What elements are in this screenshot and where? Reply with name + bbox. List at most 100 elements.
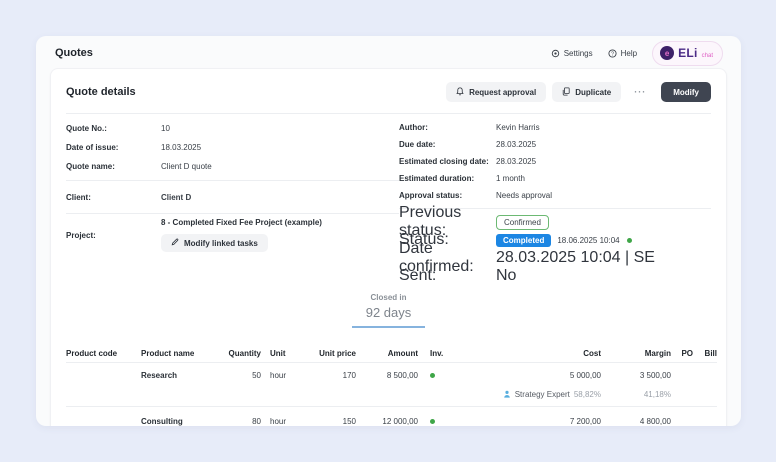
cell-amount: 12 000,00: [382, 416, 418, 426]
field-value: 1 month: [496, 174, 525, 183]
copy-icon: [562, 86, 570, 98]
person-icon: [503, 390, 511, 400]
more-actions-button[interactable]: ···: [629, 82, 651, 102]
field-estimated-duration: Estimated duration: 1 month: [399, 170, 711, 187]
modify-button[interactable]: Modify: [661, 82, 711, 102]
cell-quantity: 50: [252, 370, 261, 380]
card-title: Quote details: [66, 86, 136, 98]
field-value: 28.03.2025 10:04 | SE: [496, 249, 655, 266]
table-row[interactable]: Consulting 80 hour 150 12 000,00 7 200,0…: [66, 409, 717, 426]
modify-linked-tasks-button[interactable]: Modify linked tasks: [161, 234, 268, 252]
field-value: No: [496, 267, 517, 284]
margin-percent: 41,18%: [643, 390, 671, 399]
cell-unit: hour: [270, 416, 287, 426]
header-divider: [66, 113, 711, 114]
field-approval-status: Approval status: Needs approval: [399, 187, 711, 204]
status-green-dot: [626, 237, 632, 243]
page-title: Quotes: [55, 47, 93, 59]
field-label: Date of issue:: [66, 143, 119, 152]
status-date: 18.06.2025 10:04: [557, 235, 620, 245]
project-content: 8 - Completed Fixed Fee Project (example…: [161, 218, 322, 252]
duplicate-button[interactable]: Duplicate: [552, 82, 622, 102]
card-header: Quote details Request approval Duplicate…: [51, 69, 726, 113]
cost-percent: 58,82%: [573, 390, 601, 399]
client-value: Client D: [161, 192, 192, 202]
cell-cost: 5 000,00: [569, 370, 601, 380]
field-sent: Sent: No: [399, 267, 711, 285]
cell-inv: [418, 417, 456, 426]
col-inv: Inv.: [430, 349, 444, 358]
field-quote-name: Quote name: Client D quote: [66, 157, 399, 176]
gear-icon: [551, 49, 560, 58]
field-label: Quote name:: [66, 162, 115, 171]
quote-details-card: Quote details Request approval Duplicate…: [50, 68, 727, 426]
field-label: Author:: [399, 123, 428, 132]
status-badge: Completed: [496, 233, 552, 247]
app-window: Quotes Settings ? Help e ELi chat: [36, 36, 741, 426]
field-label: Client:: [66, 192, 91, 202]
cell-unit: hour: [270, 370, 287, 380]
field-value: Needs approval: [496, 191, 553, 200]
modify-linked-tasks-label: Modify linked tasks: [184, 238, 258, 248]
closed-in-value: 92 days: [365, 305, 412, 320]
duplicate-label: Duplicate: [575, 87, 612, 97]
assignee-name: Strategy Expert: [514, 390, 570, 399]
card-actions: Request approval Duplicate ··· Modify: [446, 82, 711, 102]
request-approval-button[interactable]: Request approval: [446, 82, 547, 102]
products-table: Product code Product name Quantity Unit …: [66, 349, 717, 426]
cell-cost: 7 200,00: [569, 416, 601, 426]
previous-status-badge: Confirmed: [496, 214, 549, 230]
svg-text:?: ?: [611, 51, 614, 57]
right-column: Author: Kevin Harris Due date: 28.03.202…: [399, 119, 711, 285]
col-product-code: Product code: [66, 349, 118, 358]
cell-product-name: Consulting: [141, 416, 183, 426]
field-label: Quote No.:: [66, 124, 107, 133]
settings-button[interactable]: Settings: [551, 49, 593, 58]
invoiced-dot: [430, 418, 435, 424]
field-value: 28.03.2025: [496, 157, 537, 166]
table-row[interactable]: Research 50 hour 170 8 500,00 5 000,00 3…: [66, 363, 717, 387]
field-project: Project: 8 - Completed Fixed Fee Project…: [66, 218, 399, 252]
left-column: Quote No.: 10 Date of issue: 18.03.2025 …: [66, 119, 399, 285]
pencil-icon: [171, 238, 179, 248]
col-product-name: Product name: [141, 349, 195, 358]
col-amount: Amount: [387, 349, 418, 358]
field-value: 10: [161, 124, 170, 133]
field-previous-status: Previous status: Confirmed: [399, 204, 711, 239]
field-value: Client D quote: [161, 162, 212, 171]
field-label: Date confirmed:: [399, 240, 474, 275]
cell-product-name: Research: [141, 370, 178, 380]
field-label: Status:: [399, 231, 449, 248]
field-label: Approval status:: [399, 191, 463, 200]
request-approval-label: Request approval: [469, 87, 537, 97]
field-client: Client: Client D: [66, 185, 399, 209]
col-margin: Margin: [644, 349, 671, 358]
field-date-of-issue: Date of issue: 18.03.2025: [66, 138, 399, 157]
top-bar: Quotes Settings ? Help e ELi chat: [36, 36, 741, 68]
field-status: Status: Completed 18.06.2025 10:04: [399, 231, 711, 249]
col-quantity: Quantity: [228, 349, 261, 358]
eli-chat-logo[interactable]: e ELi chat: [652, 40, 723, 66]
field-author: Author: Kevin Harris: [399, 119, 711, 136]
cell-unit-price: 150: [342, 416, 356, 426]
cell-margin: 4 800,00: [639, 416, 671, 426]
mascot-icon: e: [660, 46, 675, 60]
invoiced-dot: [430, 372, 435, 378]
detail-columns: Quote No.: 10 Date of issue: 18.03.2025 …: [51, 114, 726, 285]
help-button[interactable]: ? Help: [608, 49, 637, 58]
question-icon: ?: [608, 48, 617, 58]
closed-in-label: Closed in: [370, 293, 407, 302]
tab-closed-in[interactable]: Closed in 92 days: [351, 293, 426, 328]
bell-icon: [456, 86, 464, 98]
table-subrow: Strategy Expert 58,82% 41,18%: [66, 387, 717, 402]
field-label: Sent:: [399, 267, 437, 284]
project-value: 8 - Completed Fixed Fee Project (example…: [161, 218, 322, 227]
field-label: Project:: [66, 230, 96, 240]
tab-section: Closed in 92 days: [51, 293, 726, 328]
field-label: Due date:: [399, 140, 436, 149]
brand-suffix: chat: [701, 52, 713, 59]
field-date-confirmed: Date confirmed: 28.03.2025 10:04 | SE: [399, 240, 711, 275]
field-label: Estimated closing date:: [399, 157, 489, 166]
section-divider: [399, 208, 711, 209]
assignee-cell: Strategy Expert 58,82%: [456, 390, 601, 400]
